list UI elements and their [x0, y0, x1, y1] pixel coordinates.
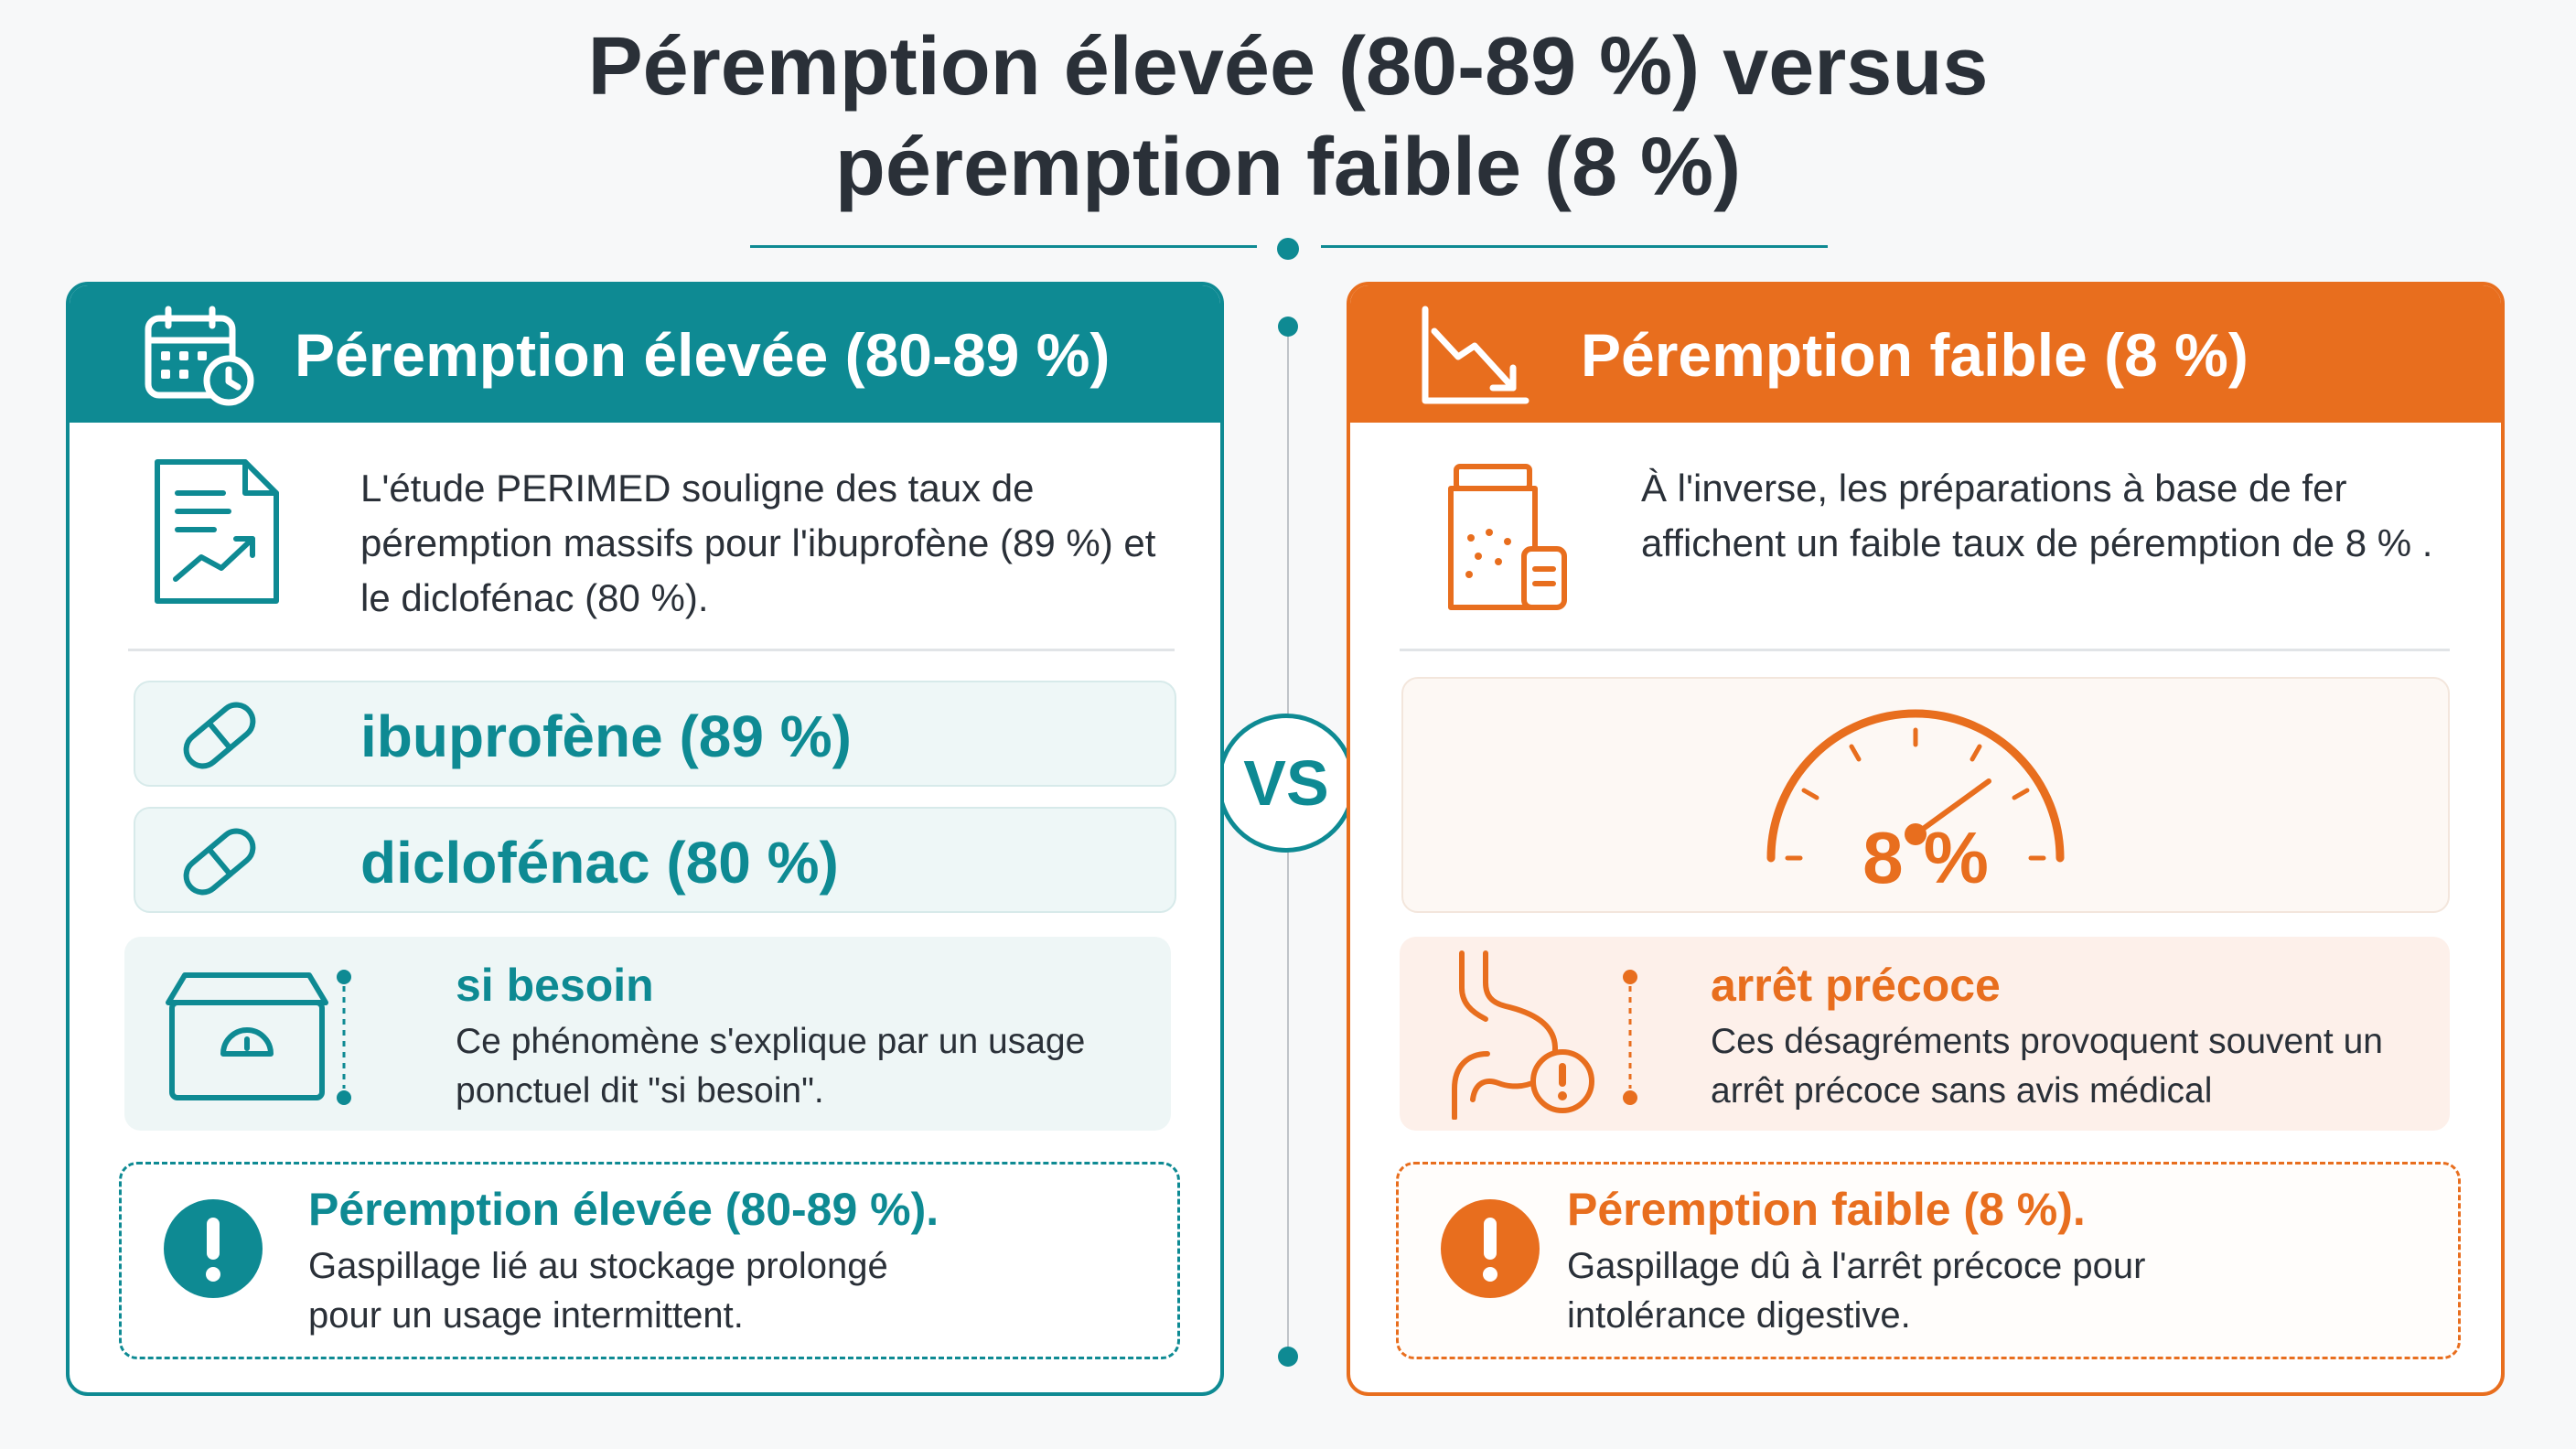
high-expiry-note: Péremption élevée (80-89 %). Gaspillage … [119, 1162, 1180, 1359]
medicine-jar-icon [1448, 464, 1567, 610]
high-expiry-title: Péremption élevée (80-89 %) [295, 321, 1111, 389]
page-title: Péremption élevée (80-89 %) versus pérem… [0, 16, 2576, 218]
drug-row-ibuprofen: ibuprofène (89 %) [134, 681, 1176, 787]
vs-badge: VS [1217, 714, 1356, 853]
early-stop-info-box: arrêt précoce Ces désagréments provoquen… [1400, 937, 2450, 1131]
low-expiry-title: Péremption faible (8 %) [1581, 321, 2249, 389]
high-expiry-intro: L'étude PERIMED souligne des taux de pér… [360, 467, 1156, 619]
title-underline-dot [1277, 238, 1299, 260]
as-needed-title: si besoin [456, 960, 654, 1011]
pill-capsule-icon [183, 702, 256, 769]
title-underline-left [750, 245, 1257, 248]
as-needed-info-box: si besoin Ce phénomène s'explique par un… [124, 937, 1171, 1131]
low-expiry-panel: Péremption faible (8 %) À l'inverse, les… [1347, 282, 2505, 1396]
divider-dot-top [1278, 317, 1298, 337]
high-expiry-note-text: Gaspillage lié au stockage prolongé pour… [308, 1246, 888, 1336]
page-title-line-1: Péremption élevée (80-89 %) versus [587, 21, 1989, 113]
low-expiry-note-text: Gaspillage dû à l'arrêt précoce pour int… [1567, 1246, 2146, 1336]
divider-dot-bottom [1278, 1347, 1298, 1367]
early-stop-text: Ces désagréments provoquent souvent un a… [1711, 1022, 2383, 1111]
page-title-line-2: péremption faible (8 %) [834, 122, 1742, 213]
drug-row-diclofenac: diclofénac (80 %) [134, 807, 1176, 913]
drug-label-ibuprofen: ibuprofène (89 %) [360, 703, 852, 769]
gauge-icon [1766, 709, 2065, 863]
medicine-cabinet-icon [166, 972, 328, 1100]
early-stop-title: arrêt précoce [1711, 960, 2001, 1011]
dotted-connector [337, 970, 351, 1105]
low-expiry-separator [1400, 649, 2450, 651]
high-expiry-header: Péremption élevée (80-89 %) [70, 285, 1220, 423]
low-expiry-note: Péremption faible (8 %). Gaspillage dû à… [1396, 1162, 2461, 1359]
high-expiry-separator [128, 649, 1175, 651]
as-needed-text: Ce phénomène s'explique par un usage pon… [456, 1022, 1086, 1111]
gauge-box: 8 % [1401, 677, 2450, 913]
stomach-warning-icon [1452, 950, 1594, 1120]
dotted-connector [1623, 970, 1637, 1105]
high-expiry-panel: Péremption élevée (80-89 %) L'étude PERI… [66, 282, 1224, 1396]
drug-label-diclofenac: diclofénac (80 %) [360, 830, 839, 896]
calendar-clock-icon [145, 306, 254, 406]
low-expiry-note-title: Péremption faible (8 %). [1567, 1184, 2086, 1235]
pill-capsule-icon [183, 828, 256, 896]
trend-down-icon [1422, 306, 1530, 404]
exclamation-icon [1441, 1199, 1540, 1298]
exclamation-icon [164, 1199, 263, 1298]
report-chart-icon [155, 459, 279, 604]
gauge-value: 8 % [1862, 817, 1989, 898]
low-expiry-header: Péremption faible (8 %) [1350, 285, 2501, 423]
high-expiry-note-title: Péremption élevée (80-89 %). [308, 1184, 939, 1235]
title-underline-right [1321, 245, 1828, 248]
low-expiry-intro: À l'inverse, les préparations à base de … [1641, 467, 2433, 564]
